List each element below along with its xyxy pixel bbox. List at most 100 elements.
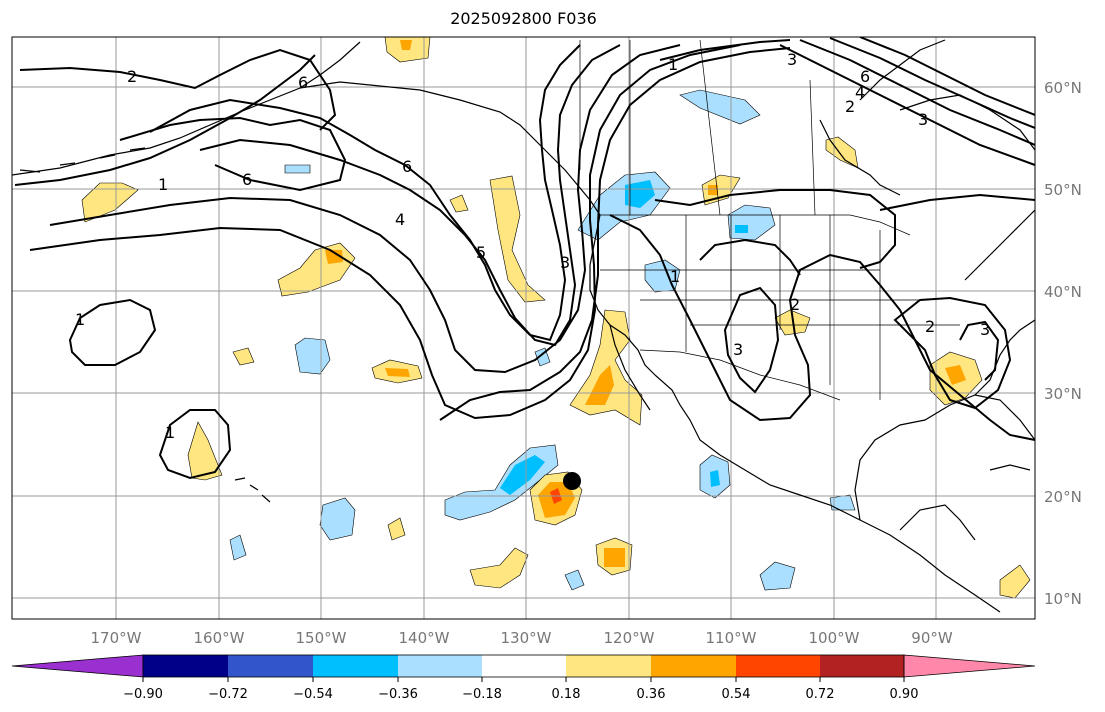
colorbar-tick-label: −0.54 [293,687,333,702]
contour-labels: 2 6 1 6 6 4 5 3 1 3 6 4 2 2 3 1 3 2 3 1 … [75,50,990,442]
colorbar-tick-label: −0.90 [123,687,163,702]
colorbar-segment [566,655,651,677]
contour-label: 2 [925,317,935,336]
lon-label: 90°W [911,629,953,647]
fill-blue-subtrop [500,455,545,495]
fill-yellow-coast [489,175,546,303]
contour-northeast-4 [829,37,1035,129]
contour-trough-us-3 [699,238,801,276]
coast-hawaii [234,477,271,503]
contour-low-1 [68,298,157,366]
lon-label: 110°W [706,629,757,647]
fill-yellow-s1 [387,517,406,541]
contour-northeast-5 [859,37,1035,116]
lat-label: 20°N [1044,488,1082,506]
fill-orange-baja [585,365,614,405]
fill-lightblue-s2 [229,534,247,561]
colorbar-segment [482,655,566,677]
lat-label: 60°N [1044,79,1082,97]
fill-orange-s3 [604,548,625,567]
colorbar-frame [142,654,905,678]
colorbar-segment [398,655,482,677]
contour-label: 6 [860,67,870,86]
border-us-canada [598,214,911,236]
colorbar-tick-label: 0.18 [552,687,581,702]
contour-label: 3 [733,340,743,359]
colorbar-segment [820,655,904,677]
colorbar-ticks [142,677,905,682]
contour-label: 4 [855,83,865,102]
fill-orange-pacific-mid [325,250,343,264]
contour-label: 2 [790,295,800,314]
fill-orange-alaska-north [400,40,412,50]
coast-cuba [989,464,1031,471]
contour-label: 3 [918,110,928,129]
contour-label: 6 [298,73,308,92]
map-title: 2025092800 F036 [450,9,597,28]
fill-yellow-pacific-w [81,182,139,223]
coast-florida [974,319,1035,396]
contour-label: 1 [165,423,175,442]
contour-label: 6 [402,157,412,176]
fill-lightblue-s7 [284,164,311,174]
contour-pacific-2 [19,48,337,131]
fill-blue-canada [625,180,655,208]
border-states-1 [685,215,881,400]
political-borders [579,39,960,401]
lon-label: 160°W [194,629,245,647]
colorbar-tick-label: −0.72 [208,687,248,702]
colorbar-segment [143,655,228,677]
colorbar-segment [313,655,398,677]
contour-pacific-5 [199,44,621,347]
colorbar-extend-low [11,654,144,678]
coast-hudson [819,119,901,196]
lat-label: 10°N [1044,590,1082,608]
contour-label: 3 [560,253,570,272]
fill-blue-dakota [735,225,748,233]
colorbar-tick-label: 0.54 [722,687,751,702]
colorbar-tick-label: 0.72 [806,687,835,702]
contour-east-2 [959,320,1000,381]
coast-yucatan [899,504,976,541]
contour-label: 3 [787,50,797,69]
lat-label: 50°N [1044,181,1082,199]
anomaly-fills [81,37,1031,599]
fill-lightblue-socal [534,347,551,367]
contour-label: 6 [242,170,252,189]
contour-pacific-6 [49,44,681,374]
fill-lightblue-s1 [319,497,356,541]
contour-label: 2 [127,67,137,86]
contour-trough-us-2 [654,189,896,269]
fill-yellow-small-3 [449,194,469,213]
contour-low-2 [158,409,232,480]
location-marker [563,472,581,490]
lat-label: 30°N [1044,385,1082,403]
coast-east-us [964,209,1035,281]
border-us-mexico [639,349,841,401]
contour-pacific-1 [14,54,316,186]
contour-label: 3 [980,320,990,339]
contour-label: 1 [670,267,680,286]
contour-label: 1 [158,175,168,194]
longitude-labels: 170°W 160°W 150°W 140°W 130°W 120°W 110°… [91,629,953,647]
lat-label: 40°N [1044,283,1082,301]
fill-orange-small-2 [385,368,410,377]
contour-northeast-3 [799,39,1035,146]
fill-lightblue-north [679,89,761,125]
fill-blue-mexico [710,470,720,487]
colorbar-tick-label: −0.18 [462,687,502,702]
contour-pacific-7 [29,44,741,420]
colorbar: −0.90 −0.72 −0.54 −0.36 −0.18 0.18 0.36 … [11,654,1036,702]
latitude-labels: 60°N 50°N 40°N 30°N 20°N 10°N [1044,79,1082,608]
contour-label: 4 [395,210,405,229]
colorbar-tick-label: 0.36 [637,687,666,702]
contour-east-1 [893,296,1012,410]
map-frame [11,36,1036,620]
border-canada-prov [629,39,816,216]
height-contours [14,37,1035,480]
contour-label: 1 [668,55,678,74]
colorbar-tick-label: 0.90 [890,687,919,702]
coast-alaska-gulf [299,81,601,216]
contour-northeast-2 [779,44,1035,166]
contour-cutoff [723,286,780,394]
